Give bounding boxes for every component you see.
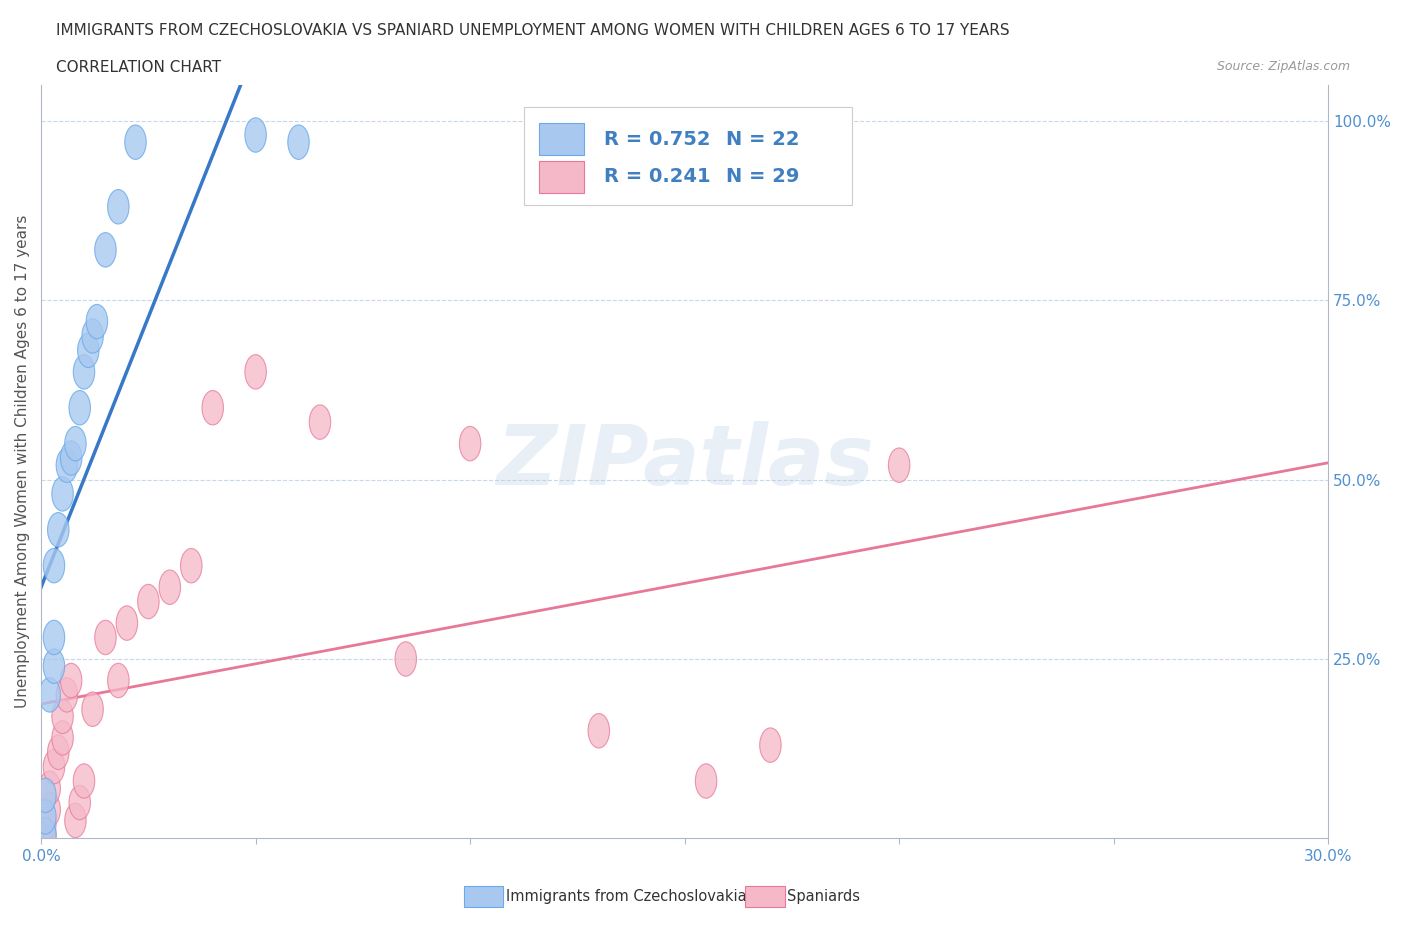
Ellipse shape [39, 771, 60, 805]
Ellipse shape [44, 649, 65, 684]
Ellipse shape [245, 354, 266, 389]
Ellipse shape [82, 692, 103, 726]
Text: N = 29: N = 29 [725, 167, 799, 186]
Ellipse shape [77, 333, 98, 367]
Ellipse shape [82, 319, 103, 353]
Ellipse shape [73, 354, 94, 389]
Ellipse shape [588, 713, 610, 748]
Ellipse shape [94, 232, 117, 267]
Bar [538, 161, 585, 193]
Ellipse shape [69, 391, 90, 425]
Ellipse shape [44, 549, 65, 583]
Ellipse shape [159, 570, 180, 605]
Ellipse shape [44, 750, 65, 784]
Text: IMMIGRANTS FROM CZECHOSLOVAKIA VS SPANIARD UNEMPLOYMENT AMONG WOMEN WITH CHILDRE: IMMIGRANTS FROM CZECHOSLOVAKIA VS SPANIA… [56, 23, 1010, 38]
Ellipse shape [48, 735, 69, 769]
Text: Source: ZipAtlas.com: Source: ZipAtlas.com [1216, 60, 1350, 73]
Text: N = 22: N = 22 [725, 129, 799, 149]
Text: R = 0.752: R = 0.752 [603, 129, 710, 149]
Ellipse shape [73, 764, 94, 798]
Ellipse shape [288, 125, 309, 159]
Ellipse shape [86, 304, 108, 339]
Ellipse shape [44, 620, 65, 655]
Ellipse shape [56, 678, 77, 712]
Ellipse shape [60, 441, 82, 475]
Ellipse shape [48, 512, 69, 547]
Ellipse shape [395, 642, 416, 676]
Ellipse shape [138, 584, 159, 618]
Ellipse shape [52, 699, 73, 734]
Ellipse shape [180, 549, 202, 583]
Ellipse shape [117, 605, 138, 641]
Ellipse shape [125, 125, 146, 159]
Y-axis label: Unemployment Among Women with Children Ages 6 to 17 years: Unemployment Among Women with Children A… [15, 215, 30, 709]
Ellipse shape [52, 721, 73, 755]
Ellipse shape [52, 477, 73, 512]
Ellipse shape [35, 817, 56, 852]
Ellipse shape [65, 804, 86, 838]
Ellipse shape [108, 663, 129, 698]
Ellipse shape [696, 764, 717, 798]
Bar [538, 123, 585, 154]
Ellipse shape [56, 448, 77, 483]
Ellipse shape [69, 785, 90, 819]
Text: R = 0.241: R = 0.241 [603, 167, 710, 186]
Ellipse shape [889, 448, 910, 483]
Text: Spaniards: Spaniards [787, 889, 860, 904]
Text: CORRELATION CHART: CORRELATION CHART [56, 60, 221, 75]
Ellipse shape [245, 118, 266, 153]
Ellipse shape [759, 728, 782, 763]
FancyBboxPatch shape [524, 107, 852, 206]
Ellipse shape [309, 405, 330, 439]
Text: Immigrants from Czechoslovakia: Immigrants from Czechoslovakia [506, 889, 747, 904]
Ellipse shape [460, 427, 481, 461]
Text: ZIPatlas: ZIPatlas [496, 421, 873, 502]
Ellipse shape [39, 792, 60, 827]
Ellipse shape [39, 678, 60, 712]
Ellipse shape [35, 778, 56, 813]
Ellipse shape [108, 190, 129, 224]
Ellipse shape [35, 800, 56, 834]
Ellipse shape [65, 427, 86, 461]
Ellipse shape [202, 391, 224, 425]
Ellipse shape [35, 817, 56, 852]
Ellipse shape [35, 807, 56, 842]
Ellipse shape [94, 620, 117, 655]
Ellipse shape [60, 663, 82, 698]
